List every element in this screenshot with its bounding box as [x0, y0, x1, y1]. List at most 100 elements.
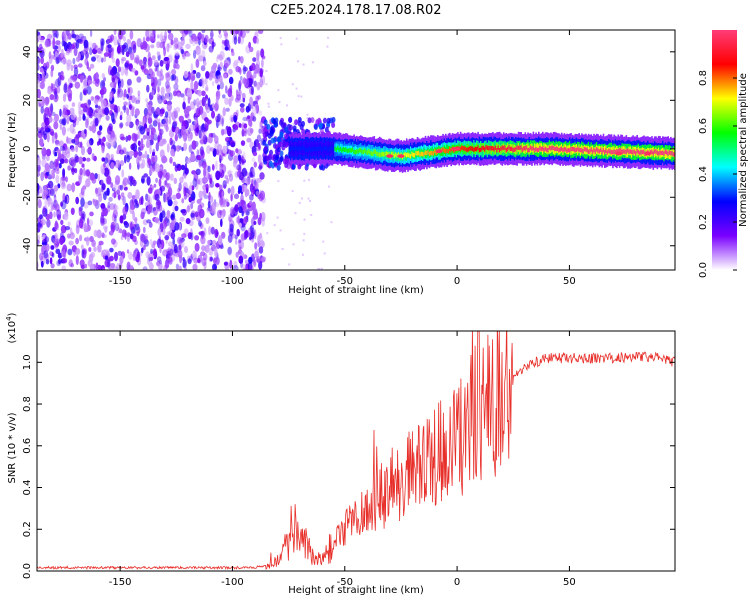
spectrogram-cell [252, 167, 256, 176]
spectrogram-cell [513, 147, 516, 152]
spectrogram-cell [47, 88, 52, 95]
spectrogram-cell [44, 198, 48, 207]
spectrogram-cell [197, 32, 202, 41]
spectrogram-cell [277, 136, 282, 143]
spectrogram-cell [223, 184, 226, 189]
spectrogram-cell [374, 149, 377, 154]
spectrogram-cell [251, 157, 256, 162]
spectrogram-cell [583, 146, 586, 152]
spectrogram-cell [55, 40, 61, 46]
spectrogram-cell [356, 149, 358, 154]
spectrogram-cell [540, 147, 543, 152]
spectrogram-cell [126, 38, 131, 45]
spectrogram-cell [225, 136, 231, 143]
spectrogram-cell [144, 127, 151, 132]
spectrogram-cell [259, 68, 263, 78]
spectrogram-cell [129, 30, 134, 40]
spectrogram-cell [280, 43, 283, 46]
spectrogram-cell [204, 34, 209, 44]
spectrogram-cell [273, 224, 276, 227]
spectrogram-cell [100, 203, 106, 209]
spectrogram-cell [223, 261, 228, 266]
spectrogram-cell [187, 258, 192, 265]
spectrogram-cell [39, 214, 43, 220]
spectrogram-cell [185, 218, 191, 225]
spectrogram-cell [79, 259, 85, 267]
spectrogram-cell [222, 94, 226, 99]
spectrogram-cell [39, 49, 45, 58]
spectrogram-cell [255, 181, 259, 190]
spectrogram-cell [87, 99, 92, 106]
spectrogram-cell [238, 239, 242, 244]
spectrogram-cell [327, 36, 330, 39]
spectrogram-cell [201, 160, 207, 169]
spectrogram-cell [139, 233, 145, 242]
spectrogram-cell [210, 226, 215, 235]
spectrogram-cell [82, 185, 87, 190]
spectrogram-cell [113, 204, 119, 211]
spectrogram-cell [96, 141, 100, 146]
spectrogram-cell [91, 124, 97, 134]
spectrogram-cell [208, 191, 211, 201]
spectrogram-cell [571, 146, 574, 151]
spectrogram-cell [288, 124, 293, 131]
spectrogram-cell [372, 151, 374, 157]
spectrogram-cell [119, 122, 124, 128]
spectrogram-cell [118, 82, 123, 91]
spectrogram-cell [302, 145, 304, 150]
spectrogram-cell [397, 152, 400, 157]
spectrogram-cell [230, 185, 235, 196]
spectrogram-cell [473, 147, 475, 153]
spectrogram-cell [103, 52, 110, 57]
spectrogram-cell [211, 103, 215, 109]
spectrogram-cell [61, 176, 67, 182]
spectrogram-cell [88, 41, 93, 52]
spectrogram-cell [70, 207, 75, 215]
spectrogram-cell [131, 195, 135, 200]
spectrogram-cell [122, 177, 129, 186]
spectrogram-cell [291, 83, 294, 86]
spectrogram-cell [71, 182, 76, 193]
spectrogram-cell [219, 81, 224, 90]
spectrogram-cell [135, 189, 140, 200]
spectrogram-cell [559, 147, 562, 152]
spectrogram-cell [107, 47, 113, 53]
spectrogram-cell [414, 153, 416, 158]
spectrogram-cell [190, 232, 194, 241]
spectrogram-cell [219, 200, 226, 208]
spectrogram-cell [84, 129, 87, 134]
spectrogram-cell [597, 148, 599, 153]
spectrogram-cell [486, 145, 489, 150]
spectrogram-cell [307, 197, 310, 200]
spectrogram-cell [173, 63, 177, 69]
spectrogram-cell [201, 33, 205, 43]
spectrogram-cell [139, 162, 144, 169]
spectrogram-cell [428, 151, 431, 156]
spectrogram-cell [563, 147, 566, 152]
spectrogram-cell [165, 73, 171, 82]
spectrogram-cell [201, 78, 205, 89]
spectrogram-cell [165, 92, 169, 100]
spectrogram-cell [234, 234, 238, 240]
spectrogram-cell [62, 109, 68, 119]
spectrogram-cell [39, 67, 44, 73]
spectrogram-cell [153, 30, 156, 36]
spectrogram-cell [404, 152, 407, 157]
spectrogram-cell [631, 149, 633, 154]
spectrogram-cell [78, 218, 84, 229]
spectrogram-cell [279, 119, 284, 126]
spectrogram-cell [210, 32, 214, 37]
spectrogram-cell [190, 71, 196, 82]
spectrogram-cell [214, 228, 219, 239]
snr-scale-label: (x104) [5, 312, 18, 343]
spectrogram-cell [61, 40, 65, 47]
spectrogram-cell [175, 57, 179, 64]
spectrogram-cell [166, 210, 171, 219]
spectrogram-cell [261, 58, 264, 68]
spectrogram-cell [106, 175, 112, 185]
spectrogram-cell [310, 117, 315, 123]
spectrogram-cell [37, 88, 41, 99]
spectrogram-cell [174, 163, 181, 169]
spectrogram-cell [488, 146, 490, 151]
spectrogram-cell [150, 89, 155, 96]
